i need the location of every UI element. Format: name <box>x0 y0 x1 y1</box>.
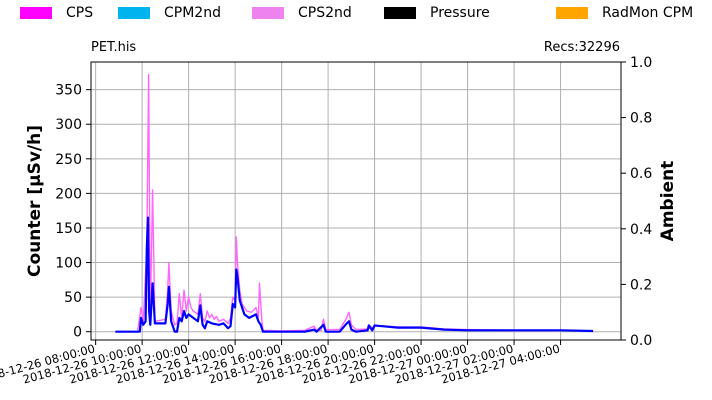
y-axis-title-right: Ambient <box>658 161 678 242</box>
legend-item-cps2nd: CPS2nd <box>252 4 352 22</box>
legend-swatch <box>118 7 150 19</box>
legend-swatch <box>384 7 416 19</box>
y-right-tick-label: 0.0 <box>630 333 652 349</box>
legend-swatch <box>556 7 588 19</box>
y-tick-label: 200 <box>55 186 82 202</box>
y-tick-label: 100 <box>55 256 82 272</box>
series-line-cps2nd <box>115 73 594 333</box>
legend-label: CPM2nd <box>164 5 221 21</box>
legend-label: CPS2nd <box>298 5 352 21</box>
y-tick-label: 250 <box>55 152 82 168</box>
legend-swatch <box>20 7 52 19</box>
legend-item-radmon-cpm: RadMon CPM <box>556 4 693 22</box>
y-right-tick-label: 1.0 <box>630 55 652 71</box>
series-line-cps <box>115 216 594 333</box>
y-right-tick-label: 0.8 <box>630 111 652 127</box>
y-tick-label: 0 <box>73 325 82 341</box>
y-tick-label: 50 <box>64 290 82 306</box>
record-count-label: Recs:32296 <box>543 40 620 55</box>
y-tick-label: 300 <box>55 117 82 133</box>
legend-item-cps: CPS <box>20 4 93 22</box>
y-right-tick-label: 0.6 <box>630 166 652 182</box>
plot-frame <box>90 61 622 341</box>
y-tick-label: 150 <box>55 221 82 237</box>
legend-item-pressure: Pressure <box>384 4 490 22</box>
legend-swatch <box>252 7 284 19</box>
legend-label: RadMon CPM <box>602 5 694 21</box>
legend-label: CPS <box>66 5 94 21</box>
y-axis-title-left: Counter [µSv/h] <box>25 125 45 277</box>
legend-label: Pressure <box>430 5 490 21</box>
y-right-tick-label: 0.4 <box>630 222 652 238</box>
y-right-tick-label: 0.2 <box>630 277 652 293</box>
file-name-label: PET.his <box>91 40 137 55</box>
y-tick-label: 350 <box>55 83 82 99</box>
legend: CPS CPM2nd CPS2nd Pressure RadMon CPM <box>0 0 712 24</box>
legend-item-cpm2nd: CPM2nd <box>118 4 221 22</box>
